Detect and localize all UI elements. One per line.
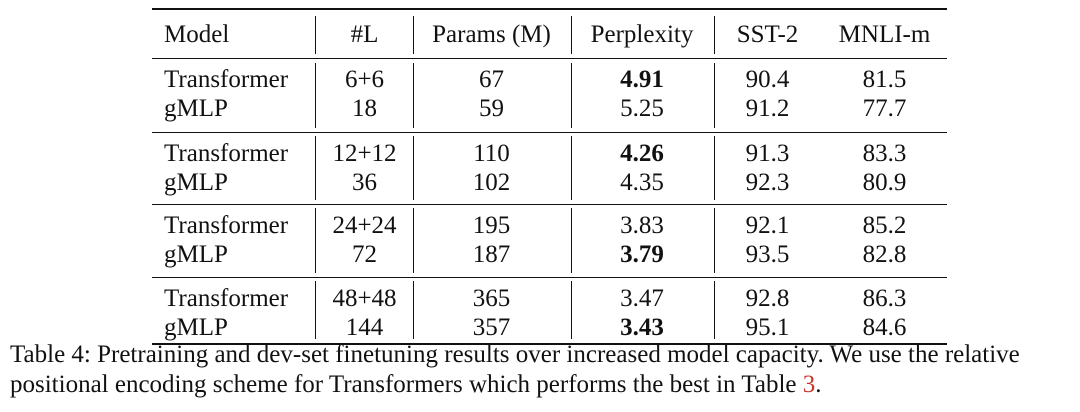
cell-perplexity: 4.91 xyxy=(620,66,664,93)
cell-params: 102 xyxy=(472,169,511,196)
column-separator xyxy=(714,136,715,200)
cell-model: Transformer xyxy=(164,66,289,93)
cell-layers: 12+12 xyxy=(332,140,397,167)
group-rule xyxy=(152,277,947,278)
bottom-rule xyxy=(152,343,947,345)
cell-params: 187 xyxy=(472,241,511,268)
cell-sst2: 93.5 xyxy=(745,241,790,268)
cell-mnli: 82.8 xyxy=(862,241,907,268)
cell-perplexity: 3.43 xyxy=(620,314,664,341)
cell-mnli: 77.7 xyxy=(862,95,907,122)
cell-model: gMLP xyxy=(164,169,228,196)
cell-mnli: 81.5 xyxy=(862,66,907,93)
cell-sst2: 91.2 xyxy=(745,95,790,122)
cell-sst2: 92.1 xyxy=(745,212,790,239)
column-separator xyxy=(714,208,715,273)
cell-sst2: 90.4 xyxy=(745,66,790,93)
column-separator xyxy=(571,208,572,273)
cell-params: 110 xyxy=(473,140,510,167)
cell-perplexity: 5.25 xyxy=(620,95,664,122)
header-model: Model xyxy=(164,21,230,48)
cell-mnli: 85.2 xyxy=(862,212,907,239)
cell-model: gMLP xyxy=(164,314,228,341)
column-separator xyxy=(571,281,572,339)
column-separator xyxy=(413,63,414,128)
caption-end: . xyxy=(815,371,822,398)
header-sst2: SST-2 xyxy=(736,21,799,48)
cell-model: Transformer xyxy=(164,140,289,167)
table-caption: Table 4: Pretraining and dev-set finetun… xyxy=(10,340,1075,400)
header-layers: #L xyxy=(350,21,379,48)
group-rule xyxy=(152,204,947,205)
header-perplexity: Perplexity xyxy=(590,21,694,48)
cell-mnli: 84.6 xyxy=(862,314,907,341)
column-separator xyxy=(315,136,316,200)
header-rule xyxy=(152,58,947,59)
column-separator xyxy=(571,136,572,200)
cell-sst2: 95.1 xyxy=(745,314,790,341)
column-separator xyxy=(714,281,715,339)
cell-params: 59 xyxy=(479,95,504,122)
cell-sst2: 92.3 xyxy=(745,169,790,196)
cell-model: gMLP xyxy=(164,95,228,122)
cell-perplexity: 4.26 xyxy=(620,140,664,167)
column-separator xyxy=(315,16,316,54)
column-separator xyxy=(315,208,316,273)
table-reference-link[interactable]: 3 xyxy=(802,371,816,398)
header-params: Params (M) xyxy=(432,21,551,48)
cell-model: Transformer xyxy=(164,212,289,239)
column-separator xyxy=(315,281,316,339)
column-separator xyxy=(571,63,572,128)
cell-params: 195 xyxy=(472,212,511,239)
column-separator xyxy=(413,136,414,200)
column-separator xyxy=(714,63,715,128)
cell-params: 365 xyxy=(472,285,511,312)
cell-layers: 6+6 xyxy=(344,66,385,93)
cell-perplexity: 3.79 xyxy=(620,241,664,268)
column-separator xyxy=(413,208,414,273)
cell-mnli: 86.3 xyxy=(862,285,907,312)
cell-model: gMLP xyxy=(164,241,228,268)
cell-perplexity: 3.83 xyxy=(620,212,664,239)
cell-layers: 48+48 xyxy=(332,285,397,312)
cell-mnli: 83.3 xyxy=(862,140,907,167)
cell-layers: 72 xyxy=(352,241,377,268)
cell-layers: 18 xyxy=(352,95,377,122)
cell-model: Transformer xyxy=(164,285,289,312)
cell-perplexity: 3.47 xyxy=(620,285,664,312)
caption-text: Table 4: Pretraining and dev-set finetun… xyxy=(10,341,1020,398)
group-rule xyxy=(152,132,947,133)
cell-sst2: 91.3 xyxy=(745,140,790,167)
cell-params: 67 xyxy=(479,66,504,93)
column-separator xyxy=(315,63,316,128)
cell-perplexity: 4.35 xyxy=(620,169,664,196)
column-separator xyxy=(714,16,715,54)
cell-sst2: 92.8 xyxy=(745,285,790,312)
cell-params: 357 xyxy=(472,314,511,341)
cell-mnli: 80.9 xyxy=(862,169,907,196)
column-separator xyxy=(571,16,572,54)
cell-layers: 36 xyxy=(352,169,377,196)
column-separator xyxy=(413,281,414,339)
column-separator xyxy=(413,16,414,54)
header-mnli: MNLI-m xyxy=(838,21,931,48)
cell-layers: 24+24 xyxy=(332,212,397,239)
top-rule xyxy=(152,8,947,10)
cell-layers: 144 xyxy=(345,314,384,341)
